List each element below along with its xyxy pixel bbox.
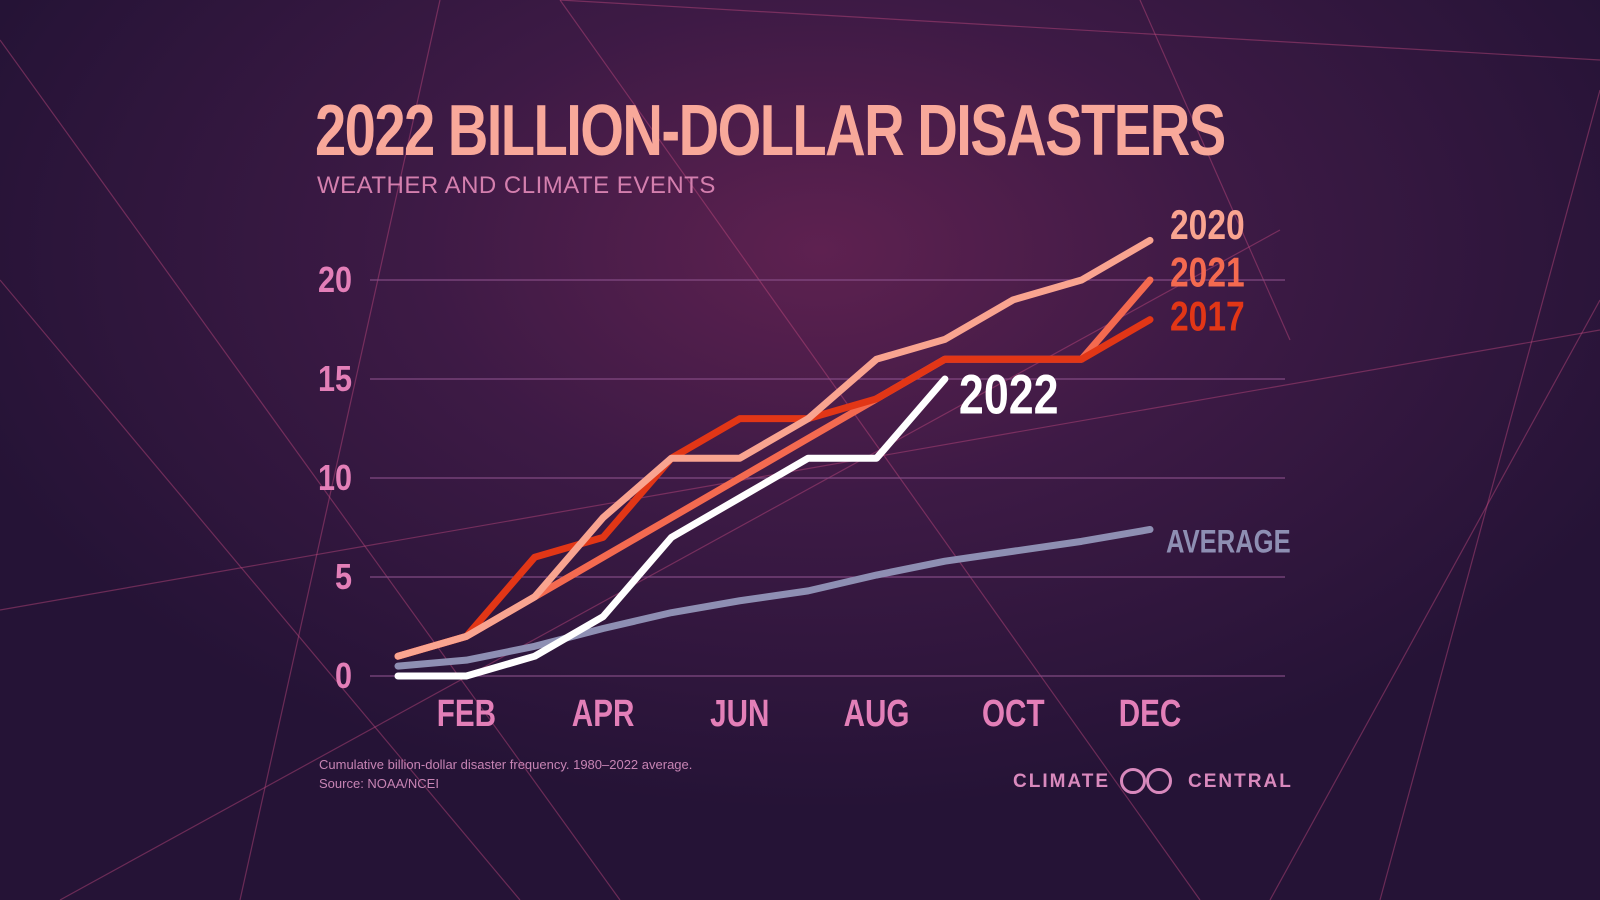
gridlines xyxy=(370,279,1285,677)
x-tick-label: AUG xyxy=(844,693,910,735)
series-lines xyxy=(394,236,1154,680)
chart-subtitle: WEATHER AND CLIMATE EVENTS xyxy=(317,172,716,199)
y-tick-label: 15 xyxy=(318,360,352,400)
logo-rings-icon xyxy=(1118,766,1180,798)
chart-title: 2022 BILLION-DOLLAR DISASTERS xyxy=(315,91,1226,171)
series-label-2020: 2020 xyxy=(1170,203,1245,249)
footnote-source: Source: NOAA/NCEI xyxy=(319,776,439,791)
footnote-description: Cumulative billion-dollar disaster frequ… xyxy=(319,757,693,772)
x-tick-label: DEC xyxy=(1119,693,1182,735)
series-label-2017: 2017 xyxy=(1170,294,1245,340)
footnote: Cumulative billion-dollar disaster frequ… xyxy=(319,755,692,793)
series-label-2021: 2021 xyxy=(1170,250,1245,296)
y-tick-label: 20 xyxy=(318,261,352,301)
x-tick-label: APR xyxy=(572,693,635,735)
x-tick-label: JUN xyxy=(710,693,769,735)
y-tick-label: 5 xyxy=(335,558,352,598)
logo-text-right: CENTRAL xyxy=(1188,771,1293,792)
series-line-2017 xyxy=(394,316,1154,660)
y-axis: 0 5 10 15 20 xyxy=(318,261,352,697)
series-line-2020 xyxy=(394,236,1154,660)
series-line-average xyxy=(394,525,1154,670)
logo-text-left: CLIMATE xyxy=(1013,771,1111,792)
y-tick-label: 0 xyxy=(335,657,352,697)
series-line-2021 xyxy=(394,276,1154,660)
x-tick-label: FEB xyxy=(437,693,496,735)
series-label-average: AVERAGE xyxy=(1166,525,1291,560)
series-line-2022 xyxy=(394,375,949,680)
x-axis: FEB APR JUN AUG OCT DEC xyxy=(437,693,1182,735)
climate-central-logo: CLIMATE CENTRAL xyxy=(1013,765,1293,799)
series-label-2022: 2022 xyxy=(959,363,1059,426)
x-tick-label: OCT xyxy=(982,693,1045,735)
y-tick-label: 10 xyxy=(318,459,352,499)
